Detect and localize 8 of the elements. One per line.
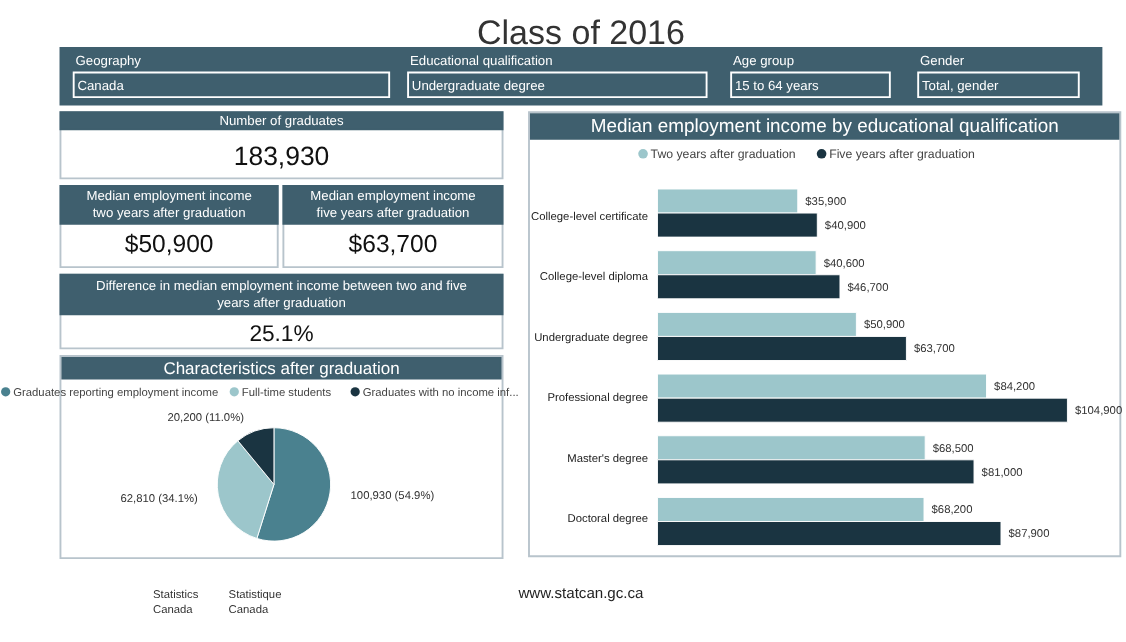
- text: 183,930: [233, 141, 330, 172]
- text: $63,700: [348, 230, 438, 259]
- chart-title: Median employment income by educational qualification: [590, 116, 1059, 139]
- text: Class of 2016: [476, 14, 685, 53]
- text: www.statcan.gc.ca: [516, 583, 646, 602]
- chart-title: Characteristics after graduation: [163, 357, 401, 378]
- text: 25.1%: [249, 322, 314, 347]
- text: $50,900: [124, 230, 214, 259]
